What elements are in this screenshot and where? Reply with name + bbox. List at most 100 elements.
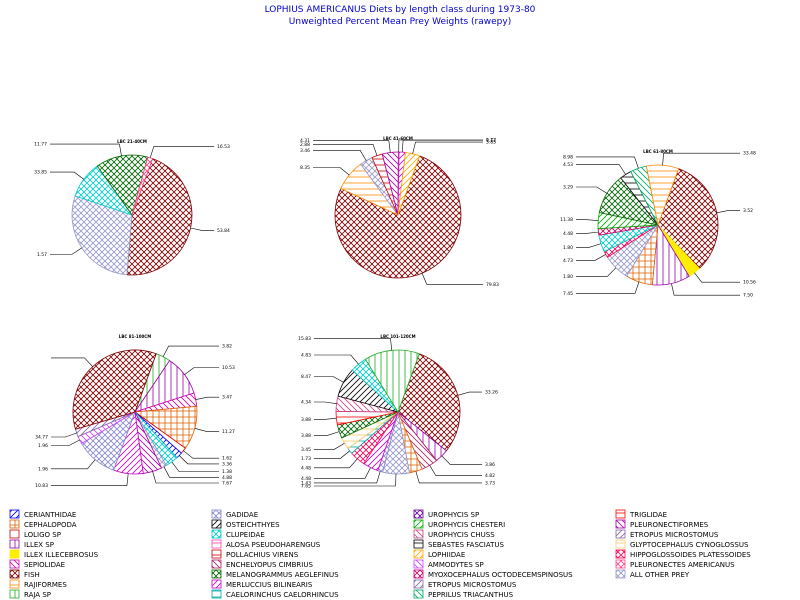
- legend-label: AMMODYTES SP: [428, 561, 484, 569]
- callout-line: [51, 459, 96, 470]
- callout-line: [314, 458, 358, 469]
- slice-value-label: 7.67: [222, 480, 232, 486]
- legend-swatch: [615, 559, 626, 569]
- slice-value-label: 1.73: [301, 456, 311, 462]
- legend-label: MELANOGRAMMUS AEGLEFINUS: [226, 571, 339, 579]
- legend-swatch: [615, 529, 626, 539]
- slice-value-label: 1.43: [301, 480, 311, 486]
- legend-swatch: [9, 569, 20, 579]
- legend-label: RAJIFORMES: [24, 581, 67, 589]
- legend-label: ENCHELYOPUS CIMBRIUS: [226, 561, 313, 569]
- legend-item-cerianthidae: CERIANTHIDAE: [9, 509, 76, 519]
- legend-swatch: [9, 559, 20, 569]
- callout-line: [576, 254, 606, 261]
- callout-line: [576, 156, 639, 169]
- legend-label: ALOSA PSEUDOHARENGUS: [226, 541, 321, 549]
- legend-label: CAELORINCHUS CAELORHINCUS: [226, 591, 339, 599]
- slice-value-label: 4.31: [300, 138, 310, 144]
- legend-swatch: [9, 589, 20, 599]
- legend-swatch: [9, 509, 20, 519]
- slice-value-label: 10.56: [743, 280, 756, 286]
- legend-item-alosa-pseudoharengus: ALOSA PSEUDOHARENGUS: [211, 539, 321, 549]
- legend-swatch: [413, 529, 424, 539]
- callout-line: [50, 171, 84, 180]
- legend-label: MYOXOCEPHALUS OCTODECEMSPINOSUS: [428, 571, 573, 579]
- slice-value-label: 8.35: [300, 165, 310, 171]
- legend-label: SEBASTES FASCIATUS: [428, 541, 504, 549]
- legend-label: MERLUCCIUS BILINEARIS: [226, 581, 313, 589]
- slice-value-label: 1.57: [37, 252, 47, 258]
- legend-swatch: [211, 579, 222, 589]
- callout-line: [314, 401, 337, 404]
- pie-slice-fish: [126, 158, 193, 276]
- pie-slice-lophiidae: [397, 152, 421, 216]
- callout-line: [421, 273, 483, 285]
- legend-item-merluccius-bilinearis: MERLUCCIUS BILINEARIS: [211, 579, 313, 589]
- callout-line: [152, 471, 219, 484]
- legend-swatch: [9, 519, 20, 529]
- slice-value-label: 7.65: [301, 483, 311, 489]
- legend-item-gadidae: GADIDAE: [211, 509, 258, 519]
- legend-label: FISH: [24, 571, 40, 579]
- legend-swatch: [9, 529, 20, 539]
- legend-item-enchelyopus-cimbrius: ENCHELYOPUS CIMBRIUS: [211, 559, 313, 569]
- legend-label: ETROPUS MICROSTOMUS: [428, 581, 517, 589]
- pie-slice-fish: [657, 168, 719, 270]
- legend-item-pleuronectiformes: PLEURONECTIFORMES: [615, 519, 709, 529]
- legend-label: UROPHYCIS CHUSS: [428, 531, 495, 539]
- legend-label: UROPHYCIS SP: [428, 511, 479, 519]
- callout-line: [576, 186, 608, 194]
- slice-value-label: 1.72: [486, 138, 496, 144]
- legend-label: OSTEICHTHYES: [226, 521, 280, 529]
- slice-value-label: 10.53: [222, 365, 235, 371]
- callout-line: [415, 471, 482, 484]
- legend-swatch: [211, 559, 222, 569]
- slice-value-label: 15.83: [298, 336, 311, 342]
- slice-value-label: 10.83: [35, 483, 48, 489]
- slice-value-label: 1.80: [563, 274, 573, 280]
- pie-title: LBC 41-60CM: [383, 136, 413, 141]
- legend-item-lophiidae: LOPHIIDAE: [413, 549, 465, 559]
- legend-label: ALL OTHER PREY: [630, 571, 690, 579]
- pie-slice-pleuronectes-americanus: [131, 156, 154, 216]
- legend-item-etropus-microstomus: ETROPUS MICROSTOMUS: [615, 529, 719, 539]
- legend-swatch: [9, 539, 20, 549]
- legend-label: GLYPTOCEPHALUS CYNOGLOSSUS: [630, 541, 749, 549]
- callout-line: [314, 471, 381, 484]
- slice-value-label: 3.52: [743, 208, 753, 214]
- legend-label: TRIGLIDAE: [629, 511, 667, 519]
- legend-item-sebastes-fasciatus: SEBASTES FASCIATUS: [413, 539, 504, 549]
- callout-line: [314, 443, 345, 450]
- callout-line: [576, 219, 599, 221]
- legend-item-urophycis-chuss: UROPHYCIS CHUSS: [413, 529, 495, 539]
- pie-title: LBC 81-100CM: [119, 334, 151, 339]
- slice-value-label: 3.45: [301, 447, 311, 453]
- legend-label: HIPPOGLOSSOIDES PLATESSOIDES: [630, 551, 751, 559]
- legend-item-loligo-sp: LOLIGO SP: [9, 529, 61, 539]
- callout-line: [576, 231, 599, 234]
- slice-value-label: 3.47: [222, 395, 232, 401]
- callout-line: [314, 450, 350, 459]
- legend-swatch: [413, 559, 424, 569]
- slice-value-label: 11.27: [222, 429, 235, 435]
- legend-item-peprilus-triacanthus: PEPRILUS TRIACANTHUS: [413, 589, 514, 599]
- callout-line: [195, 396, 219, 400]
- slice-value-label: 4.48: [301, 476, 311, 482]
- legend-label: GADIDAE: [226, 511, 258, 519]
- callout-line: [402, 139, 483, 153]
- legend-label: ETROPUS MICROSTOMUS: [630, 531, 719, 539]
- legend-swatch: [211, 529, 222, 539]
- slice-value-label: 3.86: [485, 462, 495, 468]
- slice-value-label: 3.36: [222, 461, 232, 467]
- slice-value-label: 1.80: [563, 245, 573, 251]
- callout-line: [171, 461, 219, 472]
- legend-label: PLEURONECTIFORMES: [630, 521, 709, 529]
- slice-value-label: 0.17: [486, 138, 496, 144]
- legend-swatch: [211, 509, 222, 519]
- legend-item-hippoglossoides-platessoides: HIPPOGLOSSOIDES PLATESSOIDES: [615, 549, 751, 559]
- legend-item-osteichthyes: OSTEICHTHYES: [211, 519, 280, 529]
- callout-line: [51, 357, 93, 367]
- slice-value-label: 3.29: [563, 185, 573, 191]
- legend-swatch: [615, 509, 626, 519]
